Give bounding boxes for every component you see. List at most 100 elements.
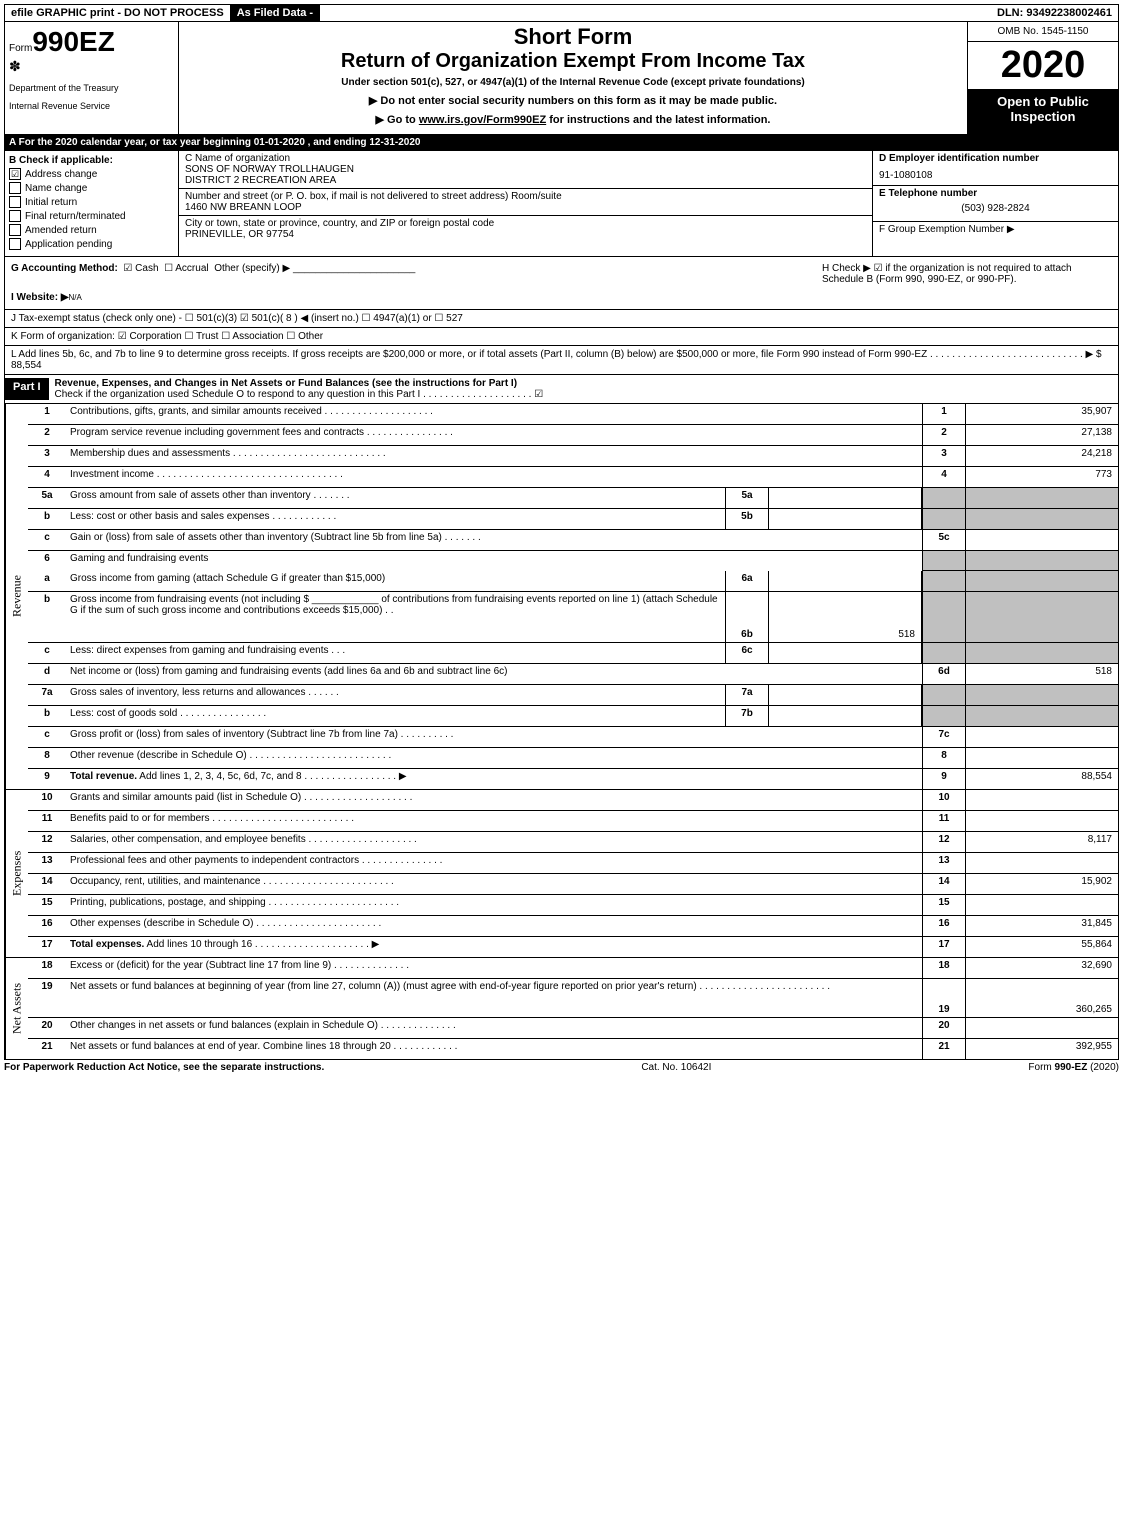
- expenses-body: 10 Grants and similar amounts paid (list…: [28, 790, 1118, 957]
- app-pending-row: Application pending: [9, 238, 174, 250]
- part1-header-row: Part I Revenue, Expenses, and Changes in…: [4, 375, 1119, 404]
- form-line: Form990EZ: [9, 26, 174, 58]
- line-6c: c Less: direct expenses from gaming and …: [28, 643, 1118, 664]
- section-h: H Check ▶ ☑ if the organization is not r…: [816, 257, 1118, 309]
- line-19: 19 Net assets or fund balances at beginn…: [28, 979, 1118, 1018]
- footer-center: Cat. No. 10642I: [641, 1062, 711, 1073]
- line-15: 15 Printing, publications, postage, and …: [28, 895, 1118, 916]
- section-g: G Accounting Method: ☑ Cash ☐ Accrual Ot…: [5, 257, 816, 309]
- netassets-table: Net Assets 18 Excess or (deficit) for th…: [4, 958, 1119, 1060]
- line-16: 16 Other expenses (describe in Schedule …: [28, 916, 1118, 937]
- top-banner-left: efile GRAPHIC print - DO NOT PROCESS As …: [5, 5, 320, 21]
- part1-title: Revenue, Expenses, and Changes in Net As…: [55, 378, 518, 389]
- row-gh: G Accounting Method: ☑ Cash ☐ Accrual Ot…: [4, 257, 1119, 310]
- city-label: City or town, state or province, country…: [185, 218, 866, 229]
- no-ssn: ▶ Do not enter social security numbers o…: [187, 94, 959, 107]
- section-l: L Add lines 5b, 6c, and 7b to line 9 to …: [4, 346, 1119, 375]
- line-7a: 7a Gross sales of inventory, less return…: [28, 685, 1118, 706]
- section-k: K Form of organization: ☑ Corporation ☐ …: [4, 328, 1119, 346]
- section-a: A For the 2020 calendar year, or tax yea…: [4, 135, 1119, 151]
- g-other: Other (specify) ▶: [214, 263, 290, 274]
- expenses-table: Expenses 10 Grants and similar amounts p…: [4, 790, 1119, 958]
- line-17: 17 Total expenses. Add lines 10 through …: [28, 937, 1118, 957]
- info-grid: B Check if applicable: ☑Address change N…: [4, 151, 1119, 257]
- org-name-row: C Name of organization SONS OF NORWAY TR…: [179, 151, 872, 189]
- initial-return-row: Initial return: [9, 196, 174, 208]
- tel-label: E Telephone number: [879, 188, 1112, 199]
- line-5b: b Less: cost or other basis and sales ex…: [28, 509, 1118, 530]
- section-c: C Name of organization SONS OF NORWAY TR…: [179, 151, 872, 256]
- footer-left: For Paperwork Reduction Act Notice, see …: [4, 1062, 324, 1073]
- org-name-1: SONS OF NORWAY TROLLHAUGEN: [185, 164, 866, 175]
- efile-label: efile GRAPHIC print - DO NOT PROCESS: [5, 5, 231, 21]
- part1-desc: Revenue, Expenses, and Changes in Net As…: [49, 378, 1118, 400]
- address-change-row: ☑Address change: [9, 168, 174, 180]
- tel-value: (503) 928-2824: [879, 203, 1112, 214]
- revenue-table: Revenue 1 Contributions, gifts, grants, …: [4, 404, 1119, 790]
- checkbox-icon[interactable]: [9, 224, 21, 236]
- l-value: 88,554: [11, 360, 42, 371]
- amended-return-row: Amended return: [9, 224, 174, 236]
- city-row: City or town, state or province, country…: [179, 216, 872, 242]
- section-j: J Tax-exempt status (check only one) - ☐…: [4, 310, 1119, 328]
- g-accrual: Accrual: [175, 263, 208, 274]
- line-10: 10 Grants and similar amounts paid (list…: [28, 790, 1118, 811]
- header-right: OMB No. 1545-1150 2020 Open to Public In…: [967, 22, 1118, 134]
- line-7b: b Less: cost of goods sold . . . . . . .…: [28, 706, 1118, 727]
- header-left: Form990EZ ✽ Department of the Treasury I…: [5, 22, 179, 134]
- f-label: F Group Exemption Number ▶: [879, 224, 1112, 235]
- line-20: 20 Other changes in net assets or fund b…: [28, 1018, 1118, 1039]
- header-center: Short Form Return of Organization Exempt…: [179, 22, 967, 134]
- tax-year: 2020: [968, 42, 1118, 90]
- street-value: 1460 NW BREANN LOOP: [185, 202, 866, 213]
- checkbox-icon[interactable]: [9, 210, 21, 222]
- goto-link[interactable]: ▶ Go to www.irs.gov/Form990EZ for instru…: [187, 113, 959, 126]
- line-8: 8 Other revenue (describe in Schedule O)…: [28, 748, 1118, 769]
- line-5c: c Gain or (loss) from sale of assets oth…: [28, 530, 1118, 551]
- checkbox-icon[interactable]: [9, 238, 21, 250]
- line-18: 18 Excess or (deficit) for the year (Sub…: [28, 958, 1118, 979]
- d-label: D Employer identification number: [879, 153, 1112, 164]
- g-label: G Accounting Method:: [11, 263, 118, 274]
- line-6d: d Net income or (loss) from gaming and f…: [28, 664, 1118, 685]
- org-name-2: DISTRICT 2 RECREATION AREA: [185, 175, 866, 186]
- l-text: L Add lines 5b, 6c, and 7b to line 9 to …: [11, 349, 1102, 360]
- line-3: 3 Membership dues and assessments . . . …: [28, 446, 1118, 467]
- tel-row: E Telephone number (503) 928-2824: [873, 186, 1118, 221]
- line-12: 12 Salaries, other compensation, and emp…: [28, 832, 1118, 853]
- line-7c: c Gross profit or (loss) from sales of i…: [28, 727, 1118, 748]
- line-9: 9 Total revenue. Add lines 1, 2, 3, 4, 5…: [28, 769, 1118, 789]
- street-row: Number and street (or P. O. box, if mail…: [179, 189, 872, 216]
- footer-right: Form 990-EZ (2020): [1028, 1062, 1119, 1073]
- c-label: C Name of organization: [185, 153, 866, 164]
- b-label: B Check if applicable:: [9, 155, 174, 166]
- part1-label: Part I: [5, 378, 49, 400]
- group-exempt-row: F Group Exemption Number ▶: [873, 222, 1118, 256]
- checkbox-icon[interactable]: [9, 196, 21, 208]
- line-5a: 5a Gross amount from sale of assets othe…: [28, 488, 1118, 509]
- line-6b: b Gross income from fundraising events (…: [28, 592, 1118, 643]
- checkbox-checked-icon[interactable]: ☑: [9, 168, 21, 180]
- header-row: Form990EZ ✽ Department of the Treasury I…: [4, 22, 1119, 135]
- line-4: 4 Investment income . . . . . . . . . . …: [28, 467, 1118, 488]
- name-change-row: Name change: [9, 182, 174, 194]
- top-banner: efile GRAPHIC print - DO NOT PROCESS As …: [4, 4, 1119, 22]
- line-6: 6 Gaming and fundraising events: [28, 551, 1118, 571]
- form-prefix: Form: [9, 43, 32, 54]
- line-11: 11 Benefits paid to or for members . . .…: [28, 811, 1118, 832]
- i-label: I Website: ▶: [11, 292, 69, 303]
- revenue-side-label: Revenue: [5, 404, 28, 789]
- open-public: Open to Public Inspection: [968, 90, 1118, 134]
- footer: For Paperwork Reduction Act Notice, see …: [4, 1060, 1119, 1075]
- short-form-title: Short Form: [187, 24, 959, 50]
- return-title: Return of Organization Exempt From Incom…: [187, 50, 959, 73]
- g-cash: Cash: [135, 263, 158, 274]
- checkbox-icon[interactable]: [9, 182, 21, 194]
- expenses-side-label: Expenses: [5, 790, 28, 957]
- final-return-row: Final return/terminated: [9, 210, 174, 222]
- dept-treasury: Department of the Treasury: [9, 83, 174, 93]
- netassets-side-label: Net Assets: [5, 958, 28, 1059]
- ein-row: D Employer identification number 91-1080…: [873, 151, 1118, 186]
- as-filed-label: As Filed Data -: [231, 5, 320, 21]
- line-21: 21 Net assets or fund balances at end of…: [28, 1039, 1118, 1059]
